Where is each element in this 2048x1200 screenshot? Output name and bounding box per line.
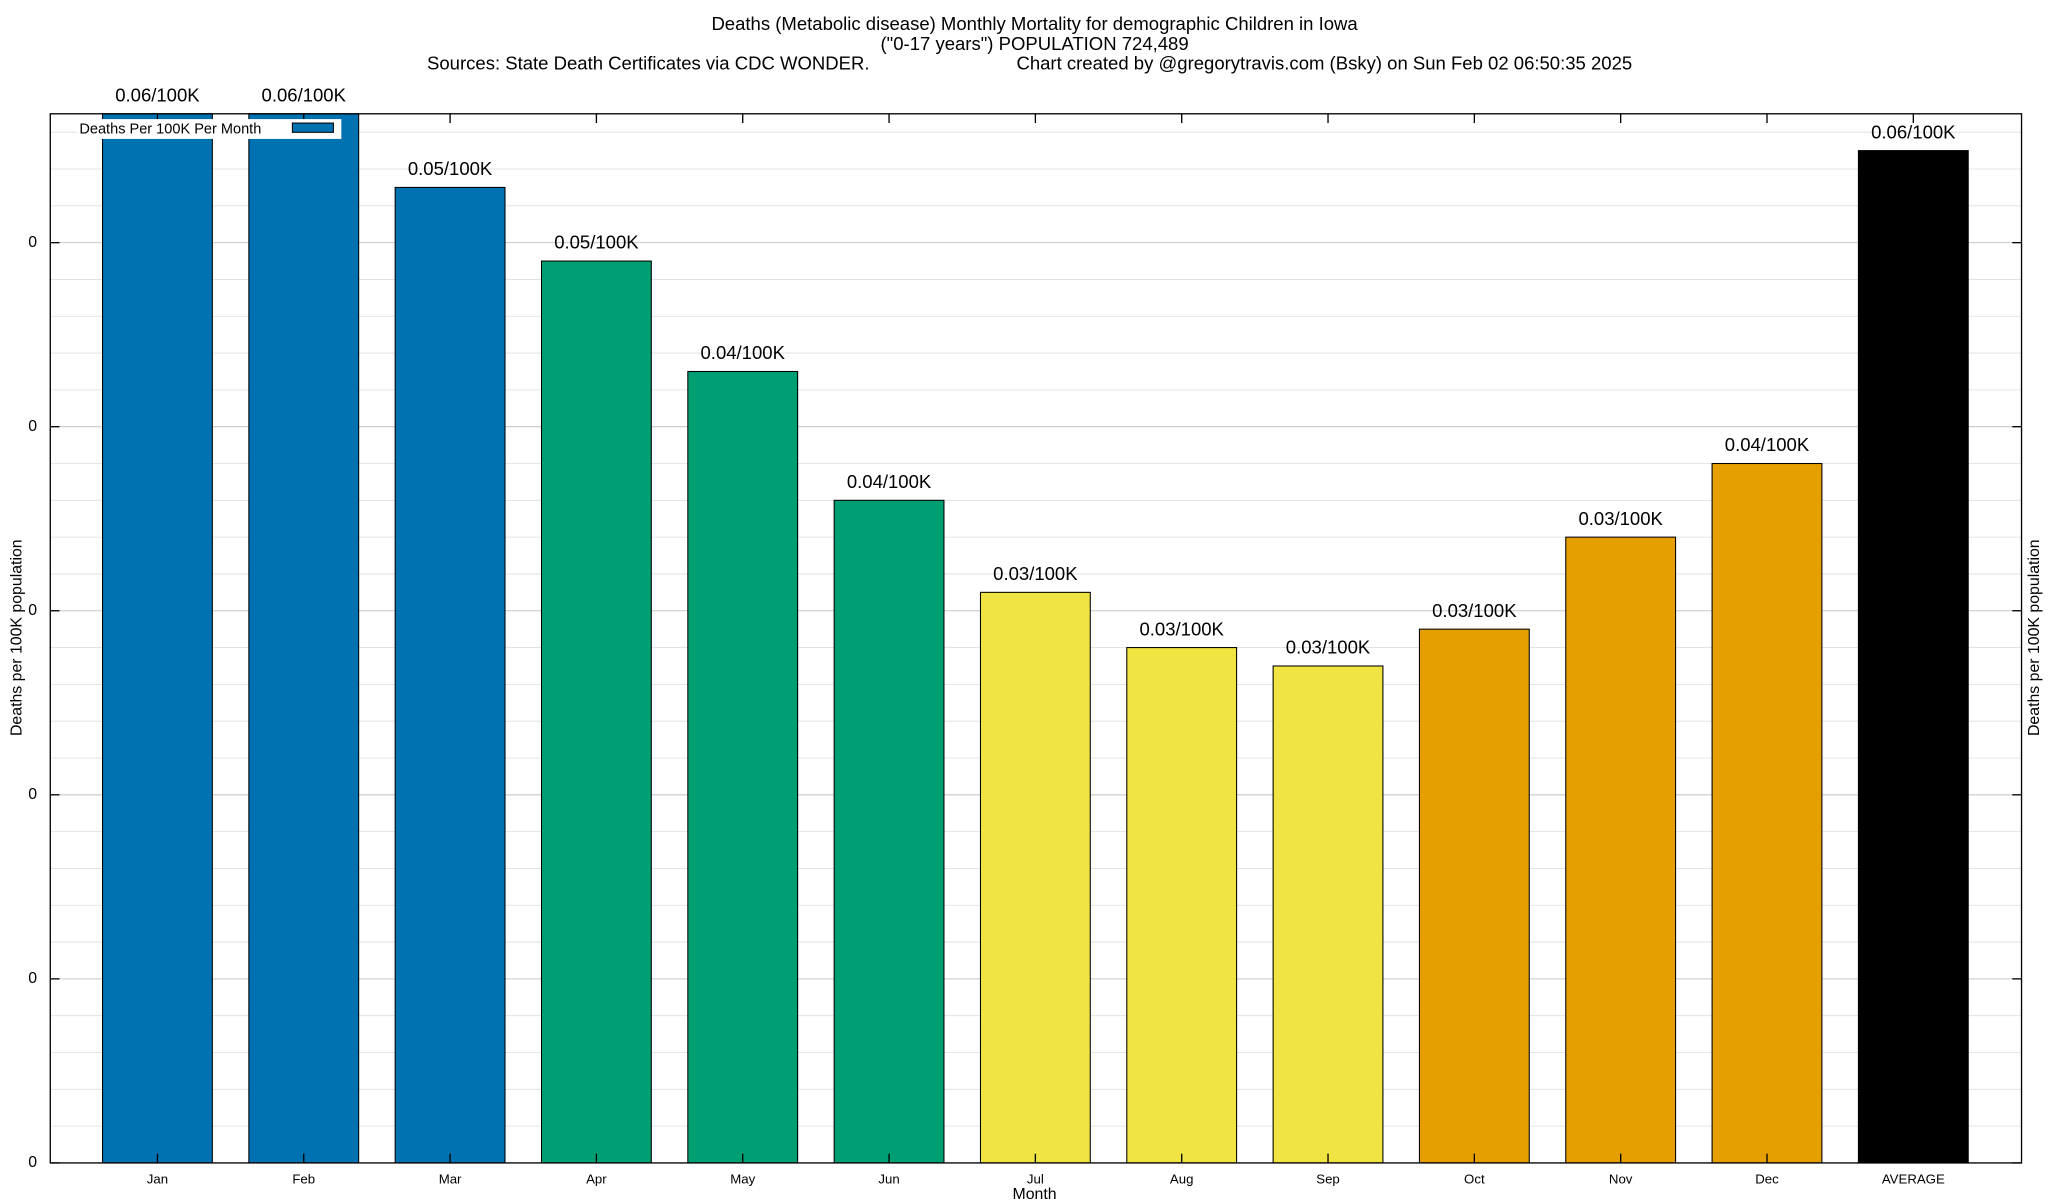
plot-frame <box>49 113 2023 1164</box>
y-tick-label: 0 <box>28 234 37 251</box>
x-tick-label: Dec <box>1755 1172 1779 1187</box>
data-label: 0.03/100K <box>1578 508 1663 529</box>
x-tick-label: Jan <box>147 1172 168 1187</box>
bar <box>1711 462 1823 1164</box>
y-tick-label: 0 <box>28 602 37 619</box>
chart-source: Sources: State Death Certificates via CD… <box>427 53 869 74</box>
legend-label: Deaths Per 100K Per Month <box>79 122 261 138</box>
x-tick-label: Jul <box>1027 1172 1044 1187</box>
chart-credit: Chart created by @gregorytravis.com (Bsk… <box>1016 53 1632 74</box>
y-tick-label: 0 <box>28 418 37 435</box>
x-tick-label: Jun <box>878 1172 899 1187</box>
bar <box>540 260 652 1164</box>
x-tick-label: Oct <box>1464 1172 1485 1187</box>
data-label: 0.04/100K <box>1725 434 1810 455</box>
y-tick-label: 0 <box>28 1154 37 1171</box>
data-label: 0.04/100K <box>847 471 932 492</box>
x-tick-label: Apr <box>586 1172 607 1187</box>
data-label: 0.03/100K <box>1139 618 1224 639</box>
y2-axis-label: Deaths per 100K population <box>2026 539 2043 736</box>
data-label: 0.06/100K <box>1871 121 1956 142</box>
data-label: 0.03/100K <box>1432 600 1517 621</box>
x-axis-label: Month <box>1013 1186 1057 1200</box>
bar <box>1272 665 1384 1164</box>
y-axis-label: Deaths per 100K population <box>8 539 25 736</box>
data-label: 0.03/100K <box>993 563 1078 584</box>
x-tick-label: Nov <box>1609 1172 1633 1187</box>
x-tick-label: Aug <box>1170 1172 1194 1187</box>
legend-swatch <box>291 122 334 133</box>
data-label: 0.06/100K <box>262 84 347 105</box>
chart-title: Deaths (Metabolic disease) Monthly Morta… <box>711 13 1358 34</box>
x-tick-label: AVERAGE <box>1882 1172 1945 1187</box>
bar <box>1418 628 1530 1164</box>
x-tick-label: May <box>730 1172 755 1187</box>
x-tick-label: Feb <box>292 1172 315 1187</box>
bar <box>394 186 506 1164</box>
data-label: 0.05/100K <box>408 158 493 179</box>
data-label: 0.06/100K <box>115 84 200 105</box>
bar <box>248 113 360 1164</box>
bar <box>102 113 213 1164</box>
x-tick-label: Mar <box>439 1172 462 1187</box>
chart-subtitle: ("0-17 years") POPULATION 724,489 <box>881 33 1189 54</box>
bar <box>1857 150 1969 1164</box>
bar <box>833 499 945 1164</box>
legend-box <box>76 119 342 139</box>
bar <box>1565 536 1677 1164</box>
data-label: 0.03/100K <box>1286 637 1371 658</box>
y-tick-label: 0 <box>28 786 37 803</box>
data-label: 0.05/100K <box>554 232 639 253</box>
bar <box>687 370 799 1164</box>
data-label: 0.04/100K <box>701 342 786 363</box>
bar <box>1126 647 1238 1164</box>
y-tick-label: 0 <box>28 970 37 987</box>
x-tick-label: Sep <box>1316 1172 1340 1187</box>
bar <box>979 591 1091 1164</box>
